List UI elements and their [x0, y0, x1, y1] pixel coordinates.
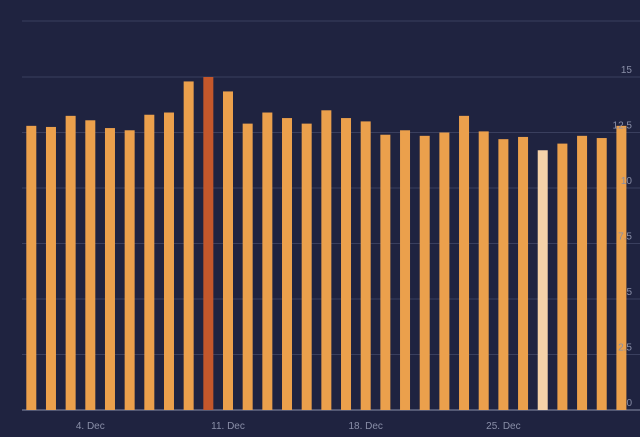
bar [262, 112, 273, 411]
bar [45, 126, 56, 410]
bar [478, 131, 489, 410]
bar [616, 125, 627, 410]
bar [557, 143, 568, 410]
bar [439, 132, 450, 410]
bar [419, 135, 430, 410]
y-tick-label: 12.5 [613, 121, 633, 132]
bar [459, 115, 470, 410]
bar [341, 118, 352, 410]
bar [498, 139, 509, 410]
bar [242, 123, 253, 411]
y-tick-label: 10 [621, 176, 633, 187]
bar [596, 138, 607, 411]
bar [301, 123, 312, 411]
bar [65, 115, 76, 410]
x-tick-label: 11. Dec [211, 421, 245, 432]
bar [124, 130, 135, 410]
x-tick-label: 4. Dec [76, 421, 105, 432]
bar [282, 118, 293, 410]
bar [400, 130, 411, 410]
bar [26, 125, 37, 410]
bar [144, 114, 155, 411]
bar [360, 121, 371, 411]
bar [518, 136, 529, 410]
bar [321, 110, 332, 411]
bar [223, 91, 233, 411]
x-tick-label: 18. Dec [348, 421, 382, 432]
bar [577, 135, 588, 410]
bar [203, 77, 214, 410]
x-tick-label: 25. Dec [486, 421, 520, 432]
bar [163, 112, 174, 411]
bar [183, 81, 194, 410]
y-tick-label: 5 [626, 287, 632, 298]
y-tick-label: 15 [621, 65, 633, 76]
bar [537, 150, 548, 410]
bar [85, 120, 96, 410]
bar [380, 134, 391, 410]
bar [104, 128, 115, 410]
y-tick-label: 0 [626, 398, 632, 409]
y-tick-label: 7.5 [618, 232, 632, 243]
y-tick-label: 2.5 [618, 343, 632, 354]
